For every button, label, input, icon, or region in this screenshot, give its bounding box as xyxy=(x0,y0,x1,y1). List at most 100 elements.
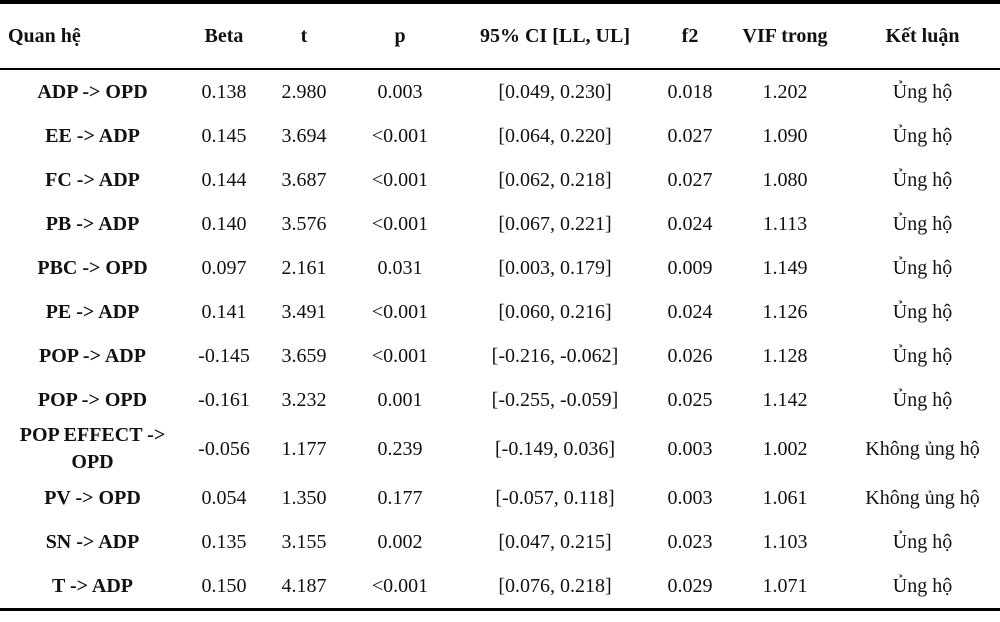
cell-t: 1.350 xyxy=(281,486,327,509)
cell-p: <0.001 xyxy=(371,168,429,191)
cell-beta: 0.097 xyxy=(201,256,247,279)
table-header: Quan hệ Beta t p 95% CI [LL, UL] f2 VIF … xyxy=(0,2,1000,70)
cell-t: 2.980 xyxy=(281,80,327,103)
cell-p: 0.177 xyxy=(377,486,423,509)
table-row: PB -> ADP 0.140 3.576 <0.001 [0.067, 0.2… xyxy=(0,202,1000,246)
cell-beta: 0.141 xyxy=(201,300,247,323)
cell-p: 0.001 xyxy=(377,388,423,411)
column-header-ci: 95% CI [LL, UL] xyxy=(455,2,655,70)
cell-p: <0.001 xyxy=(371,124,429,147)
cell-f2: 0.029 xyxy=(667,574,713,597)
cell-ci: [0.062, 0.218] xyxy=(498,168,612,191)
cell-vif: 1.080 xyxy=(762,168,808,191)
cell-conclusion: Ủng hộ xyxy=(892,212,953,235)
cell-ci: [0.049, 0.230] xyxy=(498,80,612,103)
cell-p: 0.002 xyxy=(377,530,423,553)
cell-conclusion: Ủng hộ xyxy=(892,256,953,279)
cell-relation: PE -> ADP xyxy=(45,300,140,323)
cell-p: 0.239 xyxy=(377,437,423,460)
cell-p: <0.001 xyxy=(371,212,429,235)
cell-beta: 0.054 xyxy=(201,486,247,509)
cell-relation: POP -> ADP xyxy=(39,344,146,367)
cell-f2: 0.026 xyxy=(667,344,713,367)
table-row: PE -> ADP 0.141 3.491 <0.001 [0.060, 0.2… xyxy=(0,290,1000,334)
cell-ci: [-0.057, 0.118] xyxy=(495,486,615,509)
cell-ci: [-0.149, 0.036] xyxy=(495,437,615,460)
cell-beta: 0.145 xyxy=(201,124,247,147)
table-row: EE -> ADP 0.145 3.694 <0.001 [0.064, 0.2… xyxy=(0,114,1000,158)
cell-f2: 0.003 xyxy=(667,486,713,509)
cell-conclusion: Ủng hộ xyxy=(892,530,953,553)
table-row: T -> ADP 0.150 4.187 <0.001 [0.076, 0.21… xyxy=(0,564,1000,610)
cell-beta: 0.140 xyxy=(201,212,247,235)
table-row: POP EFFECT -> OPD -0.056 1.177 0.239 [-0… xyxy=(0,422,1000,476)
table-row: FC -> ADP 0.144 3.687 <0.001 [0.062, 0.2… xyxy=(0,158,1000,202)
cell-conclusion: Ủng hộ xyxy=(892,168,953,191)
cell-t: 3.232 xyxy=(281,388,327,411)
cell-relation: FC -> ADP xyxy=(45,168,140,191)
cell-vif: 1.202 xyxy=(762,80,808,103)
column-header-f2: f2 xyxy=(655,2,725,70)
cell-f2: 0.024 xyxy=(667,300,713,323)
table-row: POP -> OPD -0.161 3.232 0.001 [-0.255, -… xyxy=(0,378,1000,422)
cell-ci: [0.047, 0.215] xyxy=(498,530,612,553)
cell-relation: ADP -> OPD xyxy=(37,80,148,103)
cell-vif: 1.113 xyxy=(762,212,808,235)
cell-ci: [-0.216, -0.062] xyxy=(491,344,619,367)
cell-beta: 0.135 xyxy=(201,530,247,553)
cell-p: <0.001 xyxy=(371,574,429,597)
cell-t: 1.177 xyxy=(281,437,327,460)
cell-relation: PV -> OPD xyxy=(44,486,141,509)
column-header-vif: VIF trong xyxy=(725,2,845,70)
header-row: Quan hệ Beta t p 95% CI [LL, UL] f2 VIF … xyxy=(0,2,1000,70)
cell-p: 0.003 xyxy=(377,80,423,103)
cell-f2: 0.023 xyxy=(667,530,713,553)
cell-p: <0.001 xyxy=(371,300,429,323)
table-row: PV -> OPD 0.054 1.350 0.177 [-0.057, 0.1… xyxy=(0,476,1000,520)
cell-relation: POP EFFECT -> OPD xyxy=(19,424,166,473)
cell-vif: 1.061 xyxy=(762,486,808,509)
table-row: SN -> ADP 0.135 3.155 0.002 [0.047, 0.21… xyxy=(0,520,1000,564)
cell-f2: 0.025 xyxy=(667,388,713,411)
cell-p: 0.031 xyxy=(377,256,423,279)
cell-beta: -0.145 xyxy=(198,344,250,367)
cell-conclusion: Ủng hộ xyxy=(892,574,953,597)
cell-ci: [0.067, 0.221] xyxy=(498,212,612,235)
table-row: PBC -> OPD 0.097 2.161 0.031 [0.003, 0.1… xyxy=(0,246,1000,290)
cell-relation: T -> ADP xyxy=(51,574,134,597)
cell-vif: 1.090 xyxy=(762,124,808,147)
cell-f2: 0.024 xyxy=(667,212,713,235)
cell-ci: [0.064, 0.220] xyxy=(498,124,612,147)
column-header-conclusion: Kết luận xyxy=(845,2,1000,70)
cell-t: 3.491 xyxy=(281,300,327,323)
cell-conclusion: Ủng hộ xyxy=(892,80,953,103)
cell-vif: 1.142 xyxy=(762,388,808,411)
cell-relation: POP -> OPD xyxy=(37,388,148,411)
cell-vif: 1.002 xyxy=(762,437,808,460)
cell-t: 3.694 xyxy=(281,124,327,147)
cell-f2: 0.027 xyxy=(667,124,713,147)
cell-relation: EE -> ADP xyxy=(45,124,140,147)
cell-ci: [0.076, 0.218] xyxy=(498,574,612,597)
cell-beta: -0.056 xyxy=(198,437,250,460)
column-header-t: t xyxy=(263,2,345,70)
cell-p: <0.001 xyxy=(371,344,429,367)
cell-beta: 0.150 xyxy=(201,574,247,597)
cell-ci: [0.003, 0.179] xyxy=(498,256,612,279)
cell-f2: 0.018 xyxy=(667,80,713,103)
cell-f2: 0.003 xyxy=(667,437,713,460)
cell-beta: 0.144 xyxy=(201,168,247,191)
cell-conclusion: Ủng hộ xyxy=(892,388,953,411)
cell-f2: 0.009 xyxy=(667,256,713,279)
column-header-p: p xyxy=(345,2,455,70)
column-header-beta: Beta xyxy=(185,2,263,70)
cell-conclusion: Không ủng hộ xyxy=(865,486,980,509)
cell-t: 3.576 xyxy=(281,212,327,235)
cell-vif: 1.126 xyxy=(762,300,808,323)
cell-beta: 0.138 xyxy=(201,80,247,103)
column-header-relation: Quan hệ xyxy=(0,2,185,70)
cell-relation: PBC -> OPD xyxy=(37,256,148,279)
cell-f2: 0.027 xyxy=(667,168,713,191)
table-row: ADP -> OPD 0.138 2.980 0.003 [0.049, 0.2… xyxy=(0,69,1000,114)
